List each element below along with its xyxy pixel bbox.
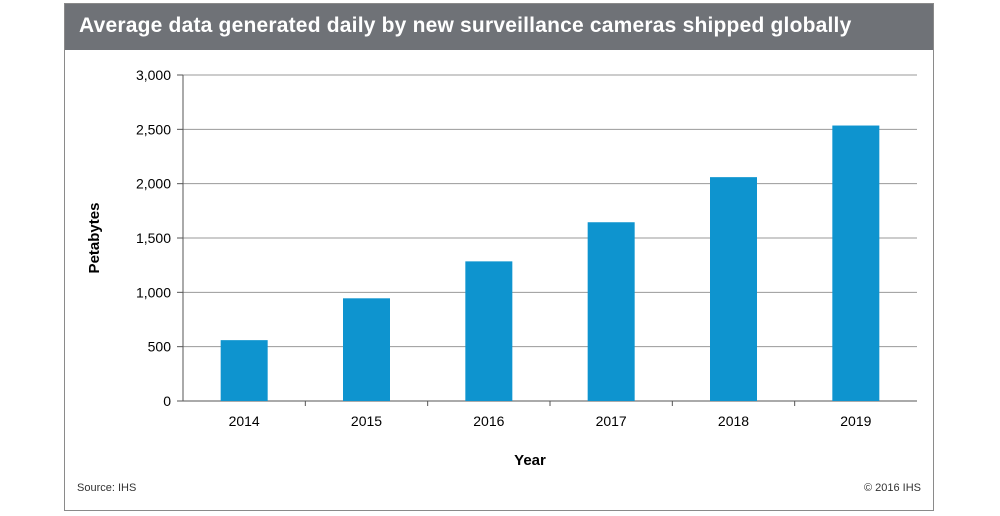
- bar: [465, 261, 513, 401]
- bar: [220, 340, 268, 401]
- y-tick-label: 2,500: [136, 121, 171, 137]
- x-tick-label: 2014: [229, 413, 260, 429]
- y-tick-label: 1,500: [136, 230, 171, 246]
- bar: [343, 298, 390, 401]
- bar: [832, 125, 880, 401]
- bar-chart: 0 500 1,000 1,500 2,000 2,500 3,000 2014 2015 201…: [86, 67, 917, 469]
- x-tick-label: 2018: [718, 413, 749, 429]
- bar: [587, 222, 635, 401]
- x-tick-label: 2019: [840, 413, 871, 429]
- x-tick-label: 2017: [596, 413, 627, 429]
- x-tick-label: 2016: [473, 413, 504, 429]
- source-note: Source: IHS: [77, 482, 137, 494]
- y-tick-label: 500: [148, 339, 172, 355]
- y-tick-label: 0: [163, 393, 171, 409]
- x-axis-title: Year: [514, 452, 546, 469]
- chart-frame: Average data generated daily by new surv…: [64, 3, 934, 511]
- chart-title: Average data generated daily by new surv…: [79, 14, 852, 37]
- bar: [710, 177, 757, 401]
- y-tick-label: 2,000: [136, 176, 171, 192]
- title-bar: Average data generated daily by new surv…: [65, 4, 933, 50]
- x-tick-label: 2015: [351, 413, 382, 429]
- y-tick-label: 1,000: [136, 284, 171, 300]
- y-axis-title: Petabytes: [86, 203, 103, 274]
- copyright-note: © 2016 IHS: [863, 482, 921, 494]
- y-tick-label: 3,000: [136, 67, 171, 83]
